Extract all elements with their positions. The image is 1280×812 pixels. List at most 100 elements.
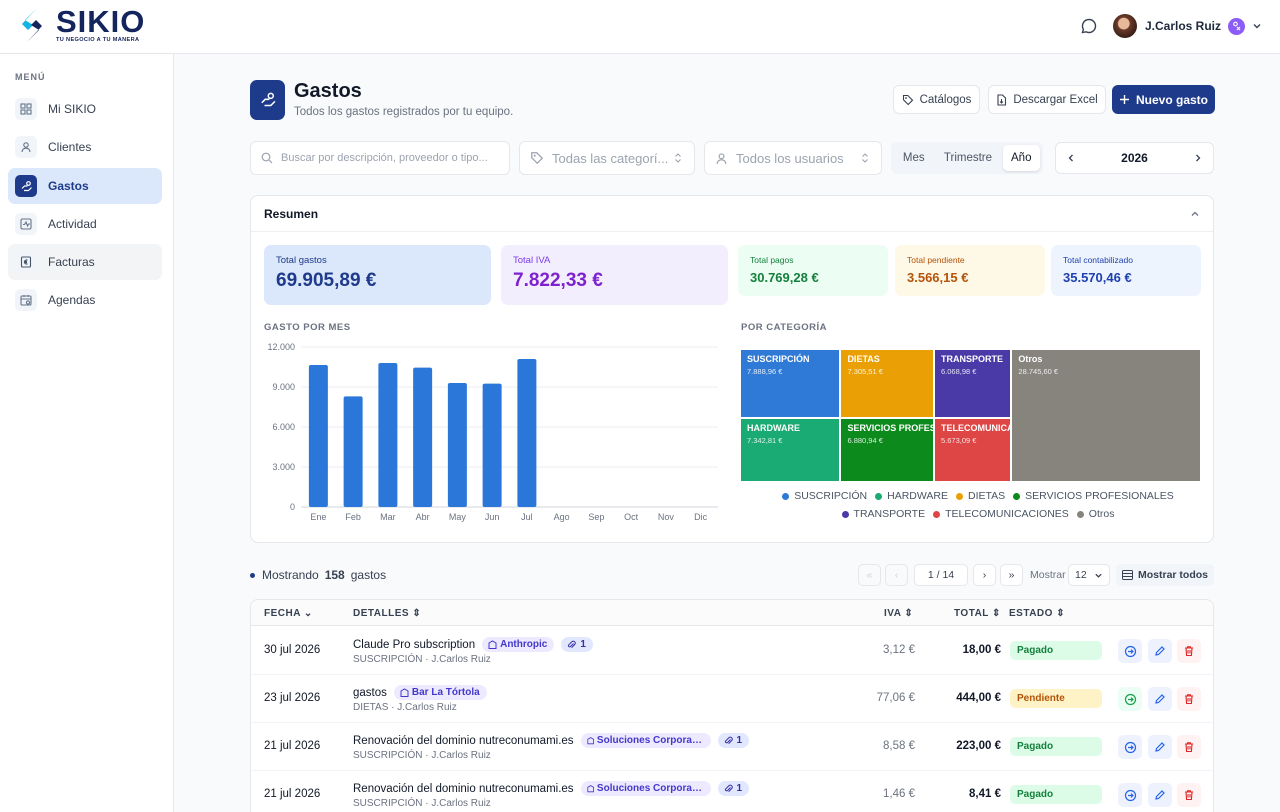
bar-jun[interactable]: [482, 383, 502, 507]
bar-abr[interactable]: [413, 367, 433, 507]
bar-mar[interactable]: [378, 363, 398, 507]
th-total[interactable]: TOTAL ⇕: [954, 608, 1001, 619]
sidebar-item-gastos[interactable]: Gastos: [8, 168, 162, 204]
th-estado[interactable]: ESTADO ⇕: [1009, 608, 1066, 619]
new-expense-button[interactable]: Nuevo gasto: [1112, 85, 1215, 114]
first-page-button[interactable]: «: [858, 564, 881, 586]
user-role-icon: [1228, 17, 1245, 35]
register-payment-button[interactable]: [1118, 735, 1142, 759]
card-total-contabilizado: Total contabilizado 35.570,46 €: [1051, 245, 1201, 296]
treemap-cell-name: TRANSPORTE: [941, 354, 1004, 364]
legend-item[interactable]: DIETAS: [956, 490, 1005, 502]
sidebar-item-label: Agendas: [48, 293, 96, 307]
prev-page-button[interactable]: ‹: [885, 564, 908, 586]
bar-ene[interactable]: [308, 365, 328, 507]
legend-item[interactable]: SUSCRIPCIÓN: [782, 490, 867, 502]
logo[interactable]: SIKIO TU NEGOCIO A TU MANERA: [20, 6, 145, 43]
search-input[interactable]: [281, 152, 501, 164]
sidebar-item-clientes[interactable]: Clientes: [8, 129, 162, 165]
table-row[interactable]: 21 jul 2026 Renovación del dominio nutre…: [251, 771, 1213, 812]
bar-may[interactable]: [447, 383, 467, 507]
users-select[interactable]: Todos los usuarios: [704, 141, 882, 175]
provider-chip[interactable]: Soluciones Corporativas IP: [580, 781, 711, 796]
x-tick-label: Mar: [380, 512, 396, 522]
edit-button[interactable]: [1148, 783, 1172, 807]
provider-chip[interactable]: Soluciones Corporativas IP: [580, 733, 711, 748]
legend-item[interactable]: HARDWARE: [875, 490, 948, 502]
treemap-cell-dietas[interactable]: DIETAS 7.305,51 €: [841, 350, 933, 418]
th-detalles[interactable]: DETALLES ⇕: [353, 608, 422, 619]
treemap-cell-servicios-profesionales[interactable]: SERVICIOS PROFESIONALES 6.880,94 €: [841, 419, 933, 481]
expenses-table: FECHA ⌄ DETALLES ⇕ IVA ⇕ TOTAL ⇕ ESTADO …: [250, 599, 1214, 812]
sidebar-item-facturas[interactable]: Facturas: [8, 244, 162, 280]
sidebar-item-mi-sikio[interactable]: Mi SIKIO: [8, 91, 162, 127]
user-name[interactable]: J.Carlos Ruiz: [1144, 19, 1221, 33]
download-excel-button[interactable]: Descargar Excel: [988, 85, 1106, 114]
register-payment-button[interactable]: [1118, 783, 1142, 807]
treemap-cell-name: TELECOMUNICACIONES: [941, 423, 1011, 434]
chevron-right-icon[interactable]: [1193, 153, 1203, 163]
row-total: 223,00 €: [956, 740, 1001, 752]
search-box[interactable]: [250, 141, 510, 175]
catalogos-label: Catálogos: [919, 93, 972, 106]
show-all-button[interactable]: Mostrar todos: [1116, 564, 1214, 586]
card-value: 69.905,89 €: [276, 270, 377, 291]
edit-button[interactable]: [1148, 687, 1172, 711]
edit-button[interactable]: [1148, 639, 1172, 663]
period-ano[interactable]: Año: [1002, 145, 1040, 171]
legend-item[interactable]: TELECOMUNICACIONES: [933, 508, 1069, 520]
y-tick-label: 6.000: [272, 422, 295, 432]
treemap-cell-hardware[interactable]: HARDWARE 7.342,81 €: [741, 419, 840, 481]
list-icon: [1121, 570, 1133, 580]
provider-chip[interactable]: Bar La Tórtola: [393, 685, 487, 700]
th-fecha[interactable]: FECHA ⌄: [264, 608, 313, 619]
chevron-left-icon[interactable]: [1066, 153, 1076, 163]
sidebar-item-agendas[interactable]: Agendas: [8, 282, 162, 318]
bar-feb[interactable]: [343, 396, 363, 507]
th-iva[interactable]: IVA ⇕: [884, 608, 914, 619]
treemap-cell-suscripci-n[interactable]: SUSCRIPCIÓN 7.888,96 €: [741, 350, 840, 418]
new-expense-label: Nuevo gasto: [1135, 92, 1208, 107]
chat-icon[interactable]: [1080, 17, 1098, 35]
per-page-select[interactable]: 12: [1068, 564, 1110, 586]
register-payment-button[interactable]: [1118, 687, 1142, 711]
period-trimestre[interactable]: Trimestre: [943, 152, 993, 164]
chevron-down-icon[interactable]: [1252, 21, 1262, 31]
catalogos-button[interactable]: Catálogos: [893, 85, 980, 114]
treemap-cell-name: DIETAS: [847, 354, 880, 364]
treemap-cell-transporte[interactable]: TRANSPORTE 6.068,98 €: [935, 350, 1011, 418]
delete-button[interactable]: [1177, 783, 1201, 807]
category-select[interactable]: Todas las categorí...: [519, 141, 695, 175]
treemap-cell-telecomunicaciones[interactable]: TELECOMUNICACIONES 5.673,09 €: [935, 419, 1011, 481]
legend-item[interactable]: Otros: [1076, 508, 1114, 520]
attachment-chip[interactable]: 1: [561, 637, 593, 652]
period-mes[interactable]: Mes: [902, 152, 925, 164]
table-row[interactable]: 23 jul 2026 gastos Bar La Tórtola DIETAS…: [251, 675, 1213, 723]
register-payment-button[interactable]: [1118, 639, 1142, 663]
table-row[interactable]: 30 jul 2026 Claude Pro subscription Anth…: [251, 627, 1213, 675]
delete-button[interactable]: [1177, 735, 1201, 759]
delete-button[interactable]: [1177, 687, 1201, 711]
attachment-chip[interactable]: 1: [717, 733, 750, 748]
building-icon: [586, 785, 594, 793]
avatar[interactable]: [1112, 14, 1137, 38]
legend-item[interactable]: TRANSPORTE: [841, 508, 925, 520]
row-iva: 77,06 €: [876, 692, 915, 704]
next-page-button[interactable]: ›: [973, 564, 996, 586]
treemap-cell-otros[interactable]: Otros 28.745,60 €: [1012, 350, 1200, 481]
provider-chip[interactable]: Anthropic: [482, 637, 555, 652]
page-title: Gastos: [294, 80, 362, 102]
y-tick-label: 12.000: [267, 342, 295, 352]
bar-jul[interactable]: [517, 359, 537, 507]
trash-icon: [1185, 694, 1193, 705]
last-page-button[interactable]: »: [1000, 564, 1023, 586]
delete-button[interactable]: [1177, 639, 1201, 663]
attachment-chip[interactable]: 1: [717, 781, 750, 796]
summary-header[interactable]: Resumen: [251, 196, 1213, 232]
chevron-up-icon[interactable]: [1190, 209, 1200, 219]
treemap-legend: SUSCRIPCIÓN HARDWARE DIETAS SERVICIOS PROFE…: [743, 490, 1213, 520]
sidebar-item-actividad[interactable]: Actividad: [8, 206, 162, 242]
table-row[interactable]: 21 jul 2026 Renovación del dominio nutre…: [251, 723, 1213, 771]
legend-item[interactable]: SERVICIOS PROFESIONALES: [1013, 490, 1174, 502]
edit-button[interactable]: [1148, 735, 1172, 759]
